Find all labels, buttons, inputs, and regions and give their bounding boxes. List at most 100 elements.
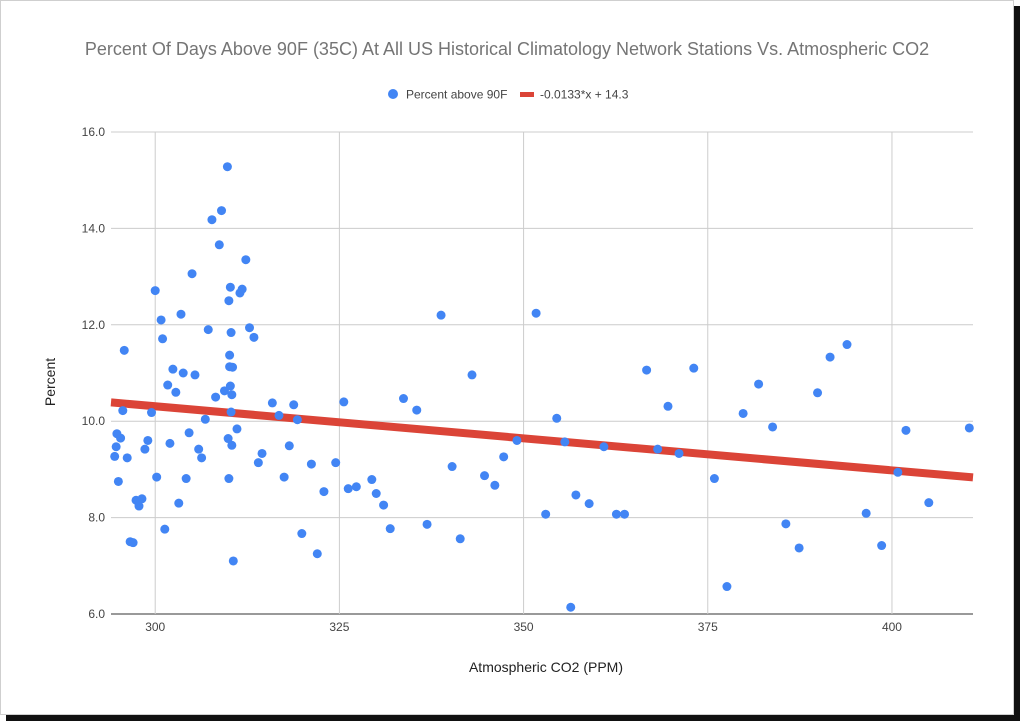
data-points xyxy=(110,162,974,612)
data-point xyxy=(611,509,621,519)
legend-label-trendline: -0.0133*x + 14.3 xyxy=(540,88,629,102)
chart-title: Percent Of Days Above 90F (35C) At All U… xyxy=(84,39,930,59)
data-point xyxy=(813,388,823,398)
data-point xyxy=(552,413,562,423)
data-point xyxy=(284,441,294,451)
data-point xyxy=(176,309,186,319)
data-point xyxy=(113,476,123,486)
y-tick-label: 8.0 xyxy=(88,511,105,525)
data-point xyxy=(768,422,778,432)
data-point xyxy=(225,381,235,391)
x-tick-label: 375 xyxy=(698,620,718,634)
data-point xyxy=(289,400,299,410)
data-point xyxy=(297,529,307,539)
data-point xyxy=(642,365,652,375)
data-point xyxy=(490,480,500,490)
legend-marker-scatter xyxy=(388,89,398,99)
x-tick-label: 300 xyxy=(145,620,165,634)
data-point xyxy=(825,352,835,362)
data-point xyxy=(223,434,233,444)
data-point xyxy=(343,484,353,494)
data-point xyxy=(722,582,732,592)
data-point xyxy=(754,379,764,389)
data-point xyxy=(371,489,381,498)
data-point xyxy=(190,370,200,380)
data-point xyxy=(226,328,236,338)
y-tick-label: 6.0 xyxy=(88,607,105,621)
data-point xyxy=(118,406,128,416)
data-point xyxy=(184,428,194,438)
data-point xyxy=(422,519,432,529)
data-point xyxy=(861,508,871,518)
y-tick-label: 12.0 xyxy=(82,318,106,332)
data-point xyxy=(455,534,465,544)
data-point xyxy=(194,444,204,454)
data-point xyxy=(531,308,541,318)
data-point xyxy=(134,501,144,511)
data-point xyxy=(163,380,173,390)
data-point xyxy=(339,397,349,407)
data-point xyxy=(689,363,699,373)
data-point xyxy=(111,442,121,452)
data-point xyxy=(228,362,238,372)
data-point xyxy=(436,310,446,320)
data-point xyxy=(571,490,581,500)
tick-labels: 6.0 8.0 10.0 12.0 14.0 16.0 300 325 350 375 400 xyxy=(82,125,903,634)
data-point xyxy=(893,467,903,477)
data-point xyxy=(312,549,322,559)
data-point xyxy=(467,370,477,380)
data-point xyxy=(207,215,217,225)
data-point xyxy=(709,474,719,484)
data-point xyxy=(620,509,630,519)
data-point xyxy=(226,407,236,417)
y-tick-label: 16.0 xyxy=(82,125,106,139)
data-point xyxy=(877,541,887,551)
data-point xyxy=(367,475,377,485)
data-point xyxy=(738,408,748,418)
data-point xyxy=(398,394,408,404)
data-point xyxy=(224,296,234,306)
data-point xyxy=(168,364,178,374)
gridlines xyxy=(111,131,973,615)
chart-frame: Percent Of Days Above 90F (35C) At All U… xyxy=(0,0,1014,715)
data-point xyxy=(143,435,153,445)
x-tick-label: 325 xyxy=(329,620,349,634)
x-tick-label: 400 xyxy=(882,620,902,634)
data-point xyxy=(156,315,166,325)
data-point xyxy=(165,438,175,448)
data-point xyxy=(379,500,389,510)
data-point xyxy=(560,437,570,447)
data-point xyxy=(147,408,157,418)
data-point xyxy=(227,390,237,400)
data-point xyxy=(128,538,138,548)
y-tick-label: 14.0 xyxy=(82,221,106,235)
data-point xyxy=(217,206,227,216)
data-point xyxy=(566,602,576,612)
y-axis-title: Percent xyxy=(42,358,58,406)
data-point xyxy=(306,459,316,469)
x-axis-title: Atmospheric CO2 (PPM) xyxy=(469,659,623,675)
data-point xyxy=(653,444,663,454)
trendline xyxy=(110,398,974,482)
data-point xyxy=(541,509,551,519)
data-point xyxy=(232,424,242,434)
data-point xyxy=(237,284,247,294)
x-tick-label: 350 xyxy=(514,620,534,634)
data-point xyxy=(122,453,132,463)
legend: Percent above 90F -0.0133*x + 14.3 xyxy=(388,88,629,102)
data-point xyxy=(150,286,160,296)
data-point xyxy=(674,448,684,458)
data-point xyxy=(257,448,267,458)
data-point xyxy=(599,442,609,452)
data-point xyxy=(279,472,289,482)
data-point xyxy=(214,240,224,250)
data-point xyxy=(385,524,395,534)
data-point xyxy=(200,414,210,424)
legend-label-scatter: Percent above 90F xyxy=(406,88,507,102)
data-point xyxy=(116,433,126,443)
data-point xyxy=(110,451,120,461)
data-point xyxy=(119,345,129,355)
data-point xyxy=(447,462,457,472)
legend-marker-trendline xyxy=(520,92,534,97)
data-point xyxy=(331,458,341,468)
